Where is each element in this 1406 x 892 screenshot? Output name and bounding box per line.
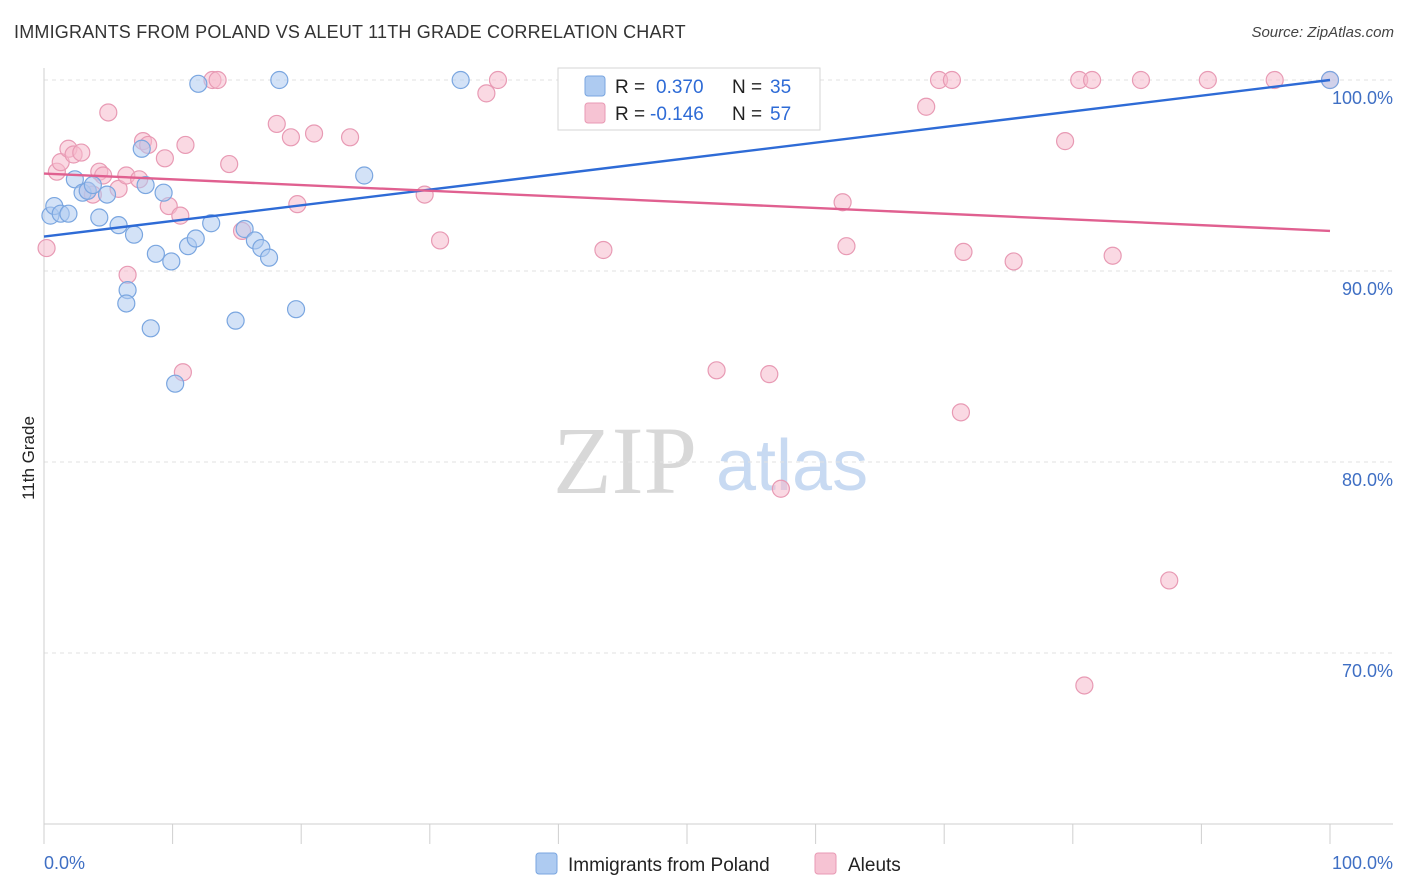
aleuts-swatch — [584, 102, 606, 124]
watermark-zip: ZIP — [553, 407, 697, 514]
aleuts-point-39 — [760, 365, 779, 384]
poland-point-16 — [141, 319, 160, 338]
aleuts-points — [37, 70, 1340, 695]
axes — [43, 68, 1393, 844]
aleuts-point-5 — [72, 143, 91, 162]
aleuts-point-0 — [37, 238, 56, 258]
legend-aleuts-swatch — [814, 852, 837, 875]
poland-point-3 — [59, 204, 78, 223]
legend-aleuts-label: Aleuts — [848, 855, 901, 876]
aleuts-point-23 — [208, 70, 227, 90]
poland-point-31 — [286, 300, 306, 319]
poland-point-26 — [235, 219, 254, 239]
aleuts-point-10 — [99, 103, 118, 122]
aleuts-point-21 — [176, 135, 195, 155]
aleuts-point-46 — [951, 403, 971, 422]
aleuts-point-30 — [340, 128, 360, 147]
aleuts-point-43 — [917, 97, 936, 116]
aleuts-point-33 — [477, 84, 496, 103]
y-tick-label-90: 90.0% — [1342, 279, 1393, 299]
aleuts-point-48 — [1004, 252, 1023, 271]
poland-points — [41, 70, 1340, 393]
poland-point-24 — [202, 214, 221, 233]
x-tick-label-0: 0.0% — [44, 853, 85, 873]
poland-point-23 — [189, 74, 208, 93]
aleuts-point-41 — [833, 193, 852, 212]
aleuts-point-57 — [1265, 70, 1284, 90]
aleuts-point-13 — [118, 265, 137, 284]
aleuts-point-40 — [771, 479, 790, 498]
poland-trend-line — [43, 78, 1331, 238]
aleuts-trend-line — [43, 172, 1331, 233]
aleuts-point-55 — [1160, 571, 1179, 590]
poland-point-32 — [355, 166, 374, 185]
legend-poland-swatch — [535, 852, 558, 875]
poland-point-9 — [97, 185, 117, 204]
poland-point-17 — [146, 244, 165, 263]
watermark-atlas: atlas — [716, 426, 868, 506]
poland-point-13 — [124, 225, 144, 244]
aleuts-n-label: N = — [732, 104, 762, 125]
poland-point-15 — [136, 175, 155, 195]
poland-point-33 — [451, 70, 470, 90]
y-tick-label-70: 70.0% — [1342, 661, 1393, 681]
aleuts-point-35 — [594, 240, 613, 260]
trend-lines — [43, 78, 1331, 238]
aleuts-point-54 — [1131, 70, 1151, 90]
poland-r-label: R = — [615, 77, 645, 98]
tick-labels: 70.0% 80.0% 90.0% 100.0% 0.0% 100.0% — [44, 88, 1393, 873]
y-tick-label-100: 100.0% — [1332, 88, 1393, 108]
poland-n-label: N = — [732, 77, 762, 98]
poland-point-29 — [259, 248, 279, 267]
poland-point-22 — [186, 229, 205, 248]
poland-point-10 — [109, 216, 128, 235]
stats-legend: R = 0.370 N = 35 R = -0.146 N = 57 — [557, 67, 821, 131]
aleuts-point-26 — [267, 114, 286, 134]
aleuts-point-24 — [220, 154, 239, 174]
legend-poland-label: Immigrants from Poland — [568, 855, 770, 876]
poland-point-8 — [90, 208, 109, 227]
chart-title: IMMIGRANTS FROM POLAND VS ALEUT 11TH GRA… — [14, 22, 686, 42]
y-axis-label: 11th Grade — [19, 416, 38, 500]
aleuts-point-17 — [155, 149, 174, 168]
aleuts-point-45 — [942, 70, 962, 90]
poland-swatch — [584, 75, 606, 97]
poland-point-18 — [154, 183, 173, 202]
source-label: Source: ZipAtlas.com — [1251, 24, 1394, 41]
poland-r-value: 0.370 — [656, 77, 704, 98]
aleuts-point-34 — [488, 70, 508, 90]
aleuts-point-37 — [707, 361, 726, 380]
poland-n-value: 35 — [770, 77, 791, 98]
aleuts-r-label: R = — [615, 104, 645, 125]
aleuts-point-51 — [1075, 676, 1094, 695]
aleuts-point-42 — [837, 237, 856, 256]
poland-point-30 — [270, 70, 289, 90]
poland-point-12 — [117, 294, 136, 313]
poland-point-20 — [166, 374, 185, 393]
aleuts-point-27 — [281, 128, 301, 147]
watermark: ZIP atlas — [553, 407, 868, 514]
series-legend: Immigrants from Poland Aleuts — [535, 852, 901, 876]
y-tick-label-80: 80.0% — [1342, 470, 1393, 490]
aleuts-point-56 — [1198, 70, 1217, 90]
aleuts-point-32 — [430, 231, 450, 250]
poland-point-25 — [226, 311, 245, 330]
aleuts-point-29 — [304, 124, 324, 143]
aleuts-point-49 — [1055, 132, 1075, 151]
aleuts-point-52 — [1082, 70, 1102, 90]
x-tick-label-100: 100.0% — [1332, 853, 1393, 873]
aleuts-r-value: -0.146 — [650, 104, 704, 125]
poland-point-19 — [162, 252, 181, 271]
aleuts-point-47 — [954, 242, 973, 261]
aleuts-point-53 — [1103, 246, 1122, 265]
aleuts-n-value: 57 — [770, 104, 791, 125]
poland-point-14 — [132, 139, 151, 158]
